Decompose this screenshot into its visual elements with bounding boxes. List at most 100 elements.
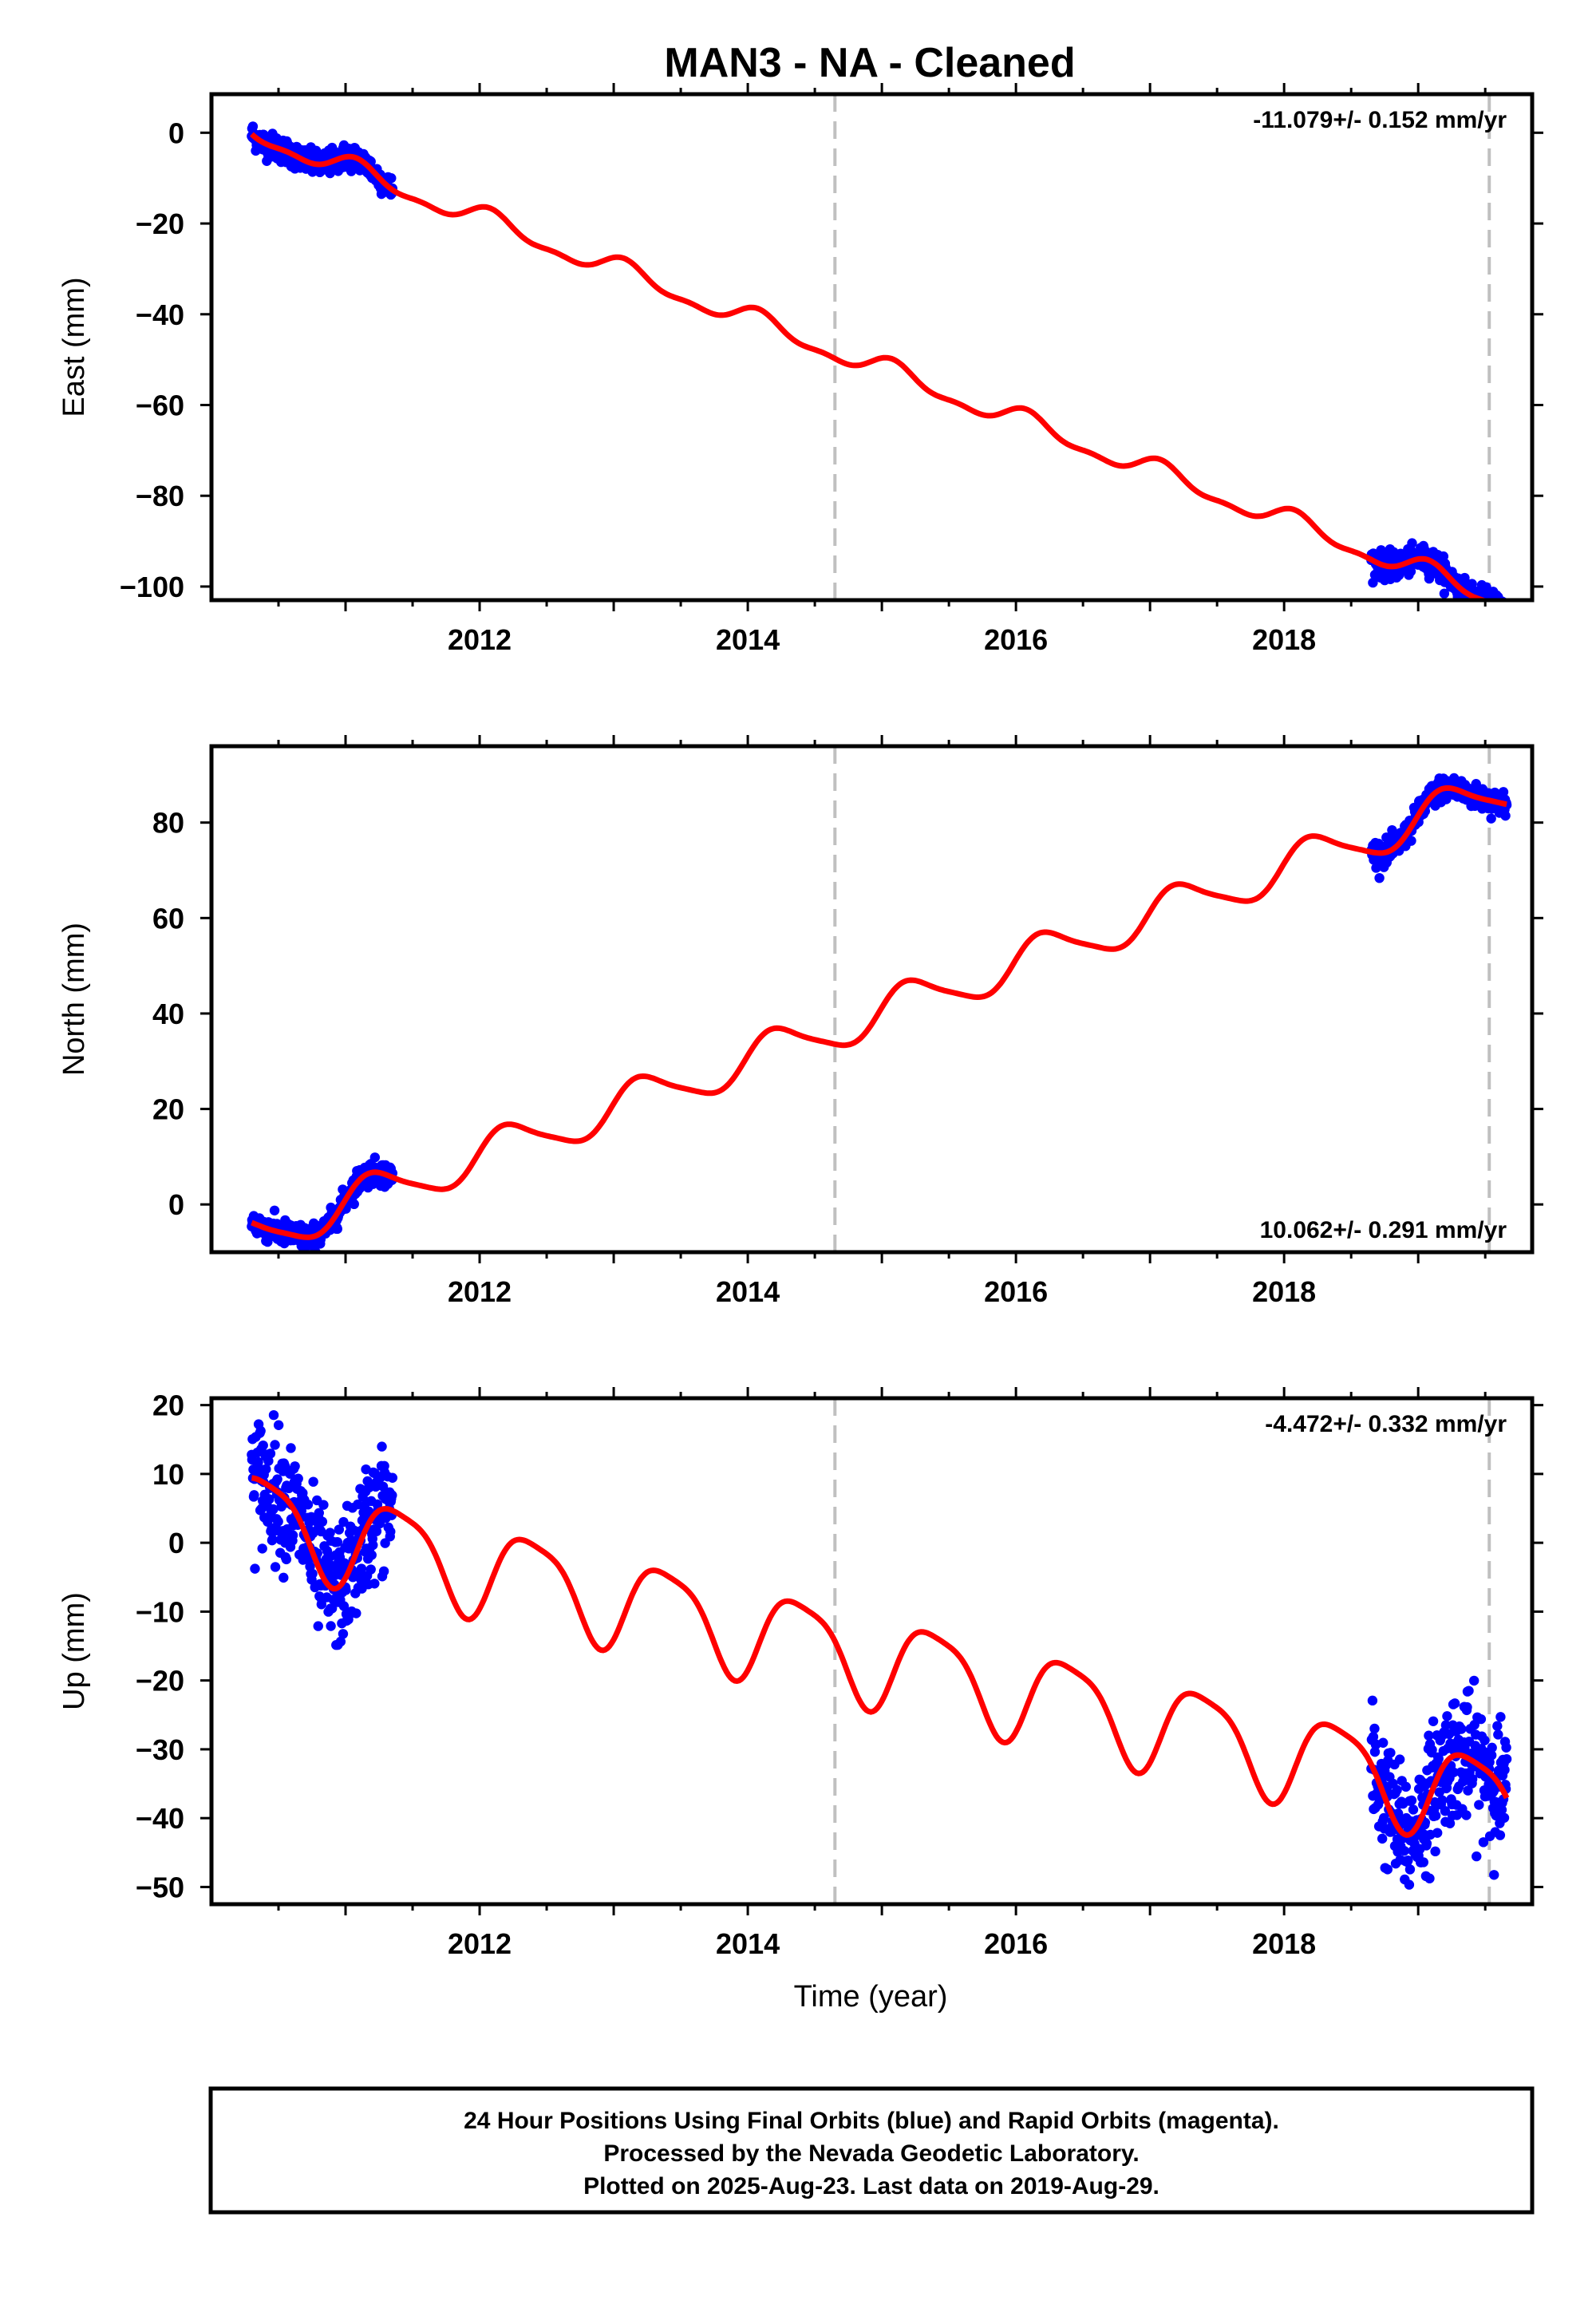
data-point: [349, 1199, 359, 1210]
data-point: [1424, 1730, 1434, 1741]
data-point: [302, 1500, 314, 1510]
data-point: [1486, 1750, 1497, 1761]
footer-line-3: Plotted on 2025-Aug-23. Last data on 201…: [583, 2173, 1159, 2199]
x-tick-label: 2018: [1252, 1927, 1316, 1960]
data-point: [1495, 605, 1505, 615]
y-tick-label: −30: [136, 1733, 184, 1766]
data-point: [377, 1441, 387, 1452]
data-point: [1387, 824, 1397, 836]
data-point: [290, 1461, 300, 1472]
data-point: [1464, 1686, 1474, 1696]
x-tick-label: 2018: [1252, 623, 1316, 656]
data-point: [314, 1508, 324, 1518]
data-point: [1494, 614, 1503, 623]
data-point: [1404, 1879, 1415, 1890]
data-point: [273, 1516, 283, 1527]
data-point: [1368, 577, 1378, 588]
data-point: [1474, 1800, 1484, 1810]
data-point: [1444, 1818, 1456, 1828]
data-point: [1501, 1742, 1511, 1753]
x-tick-label: 2018: [1252, 1275, 1316, 1308]
data-point: [265, 1448, 276, 1459]
y-tick-label: −40: [136, 298, 184, 331]
data-point: [1407, 538, 1417, 548]
data-point: [1487, 1742, 1497, 1753]
data-point: [1428, 1716, 1439, 1726]
data-point: [1403, 1855, 1413, 1866]
data-point: [1408, 1804, 1419, 1815]
data-point: [287, 1530, 298, 1540]
data-point: [366, 1550, 377, 1560]
data-point: [332, 1536, 342, 1547]
y-tick-label: −80: [136, 480, 184, 512]
data-point: [1367, 1695, 1378, 1706]
data-point: [356, 1563, 367, 1574]
y-tick-label: 80: [152, 807, 184, 840]
data-point: [1456, 1724, 1467, 1734]
data-point: [1492, 601, 1502, 611]
data-point: [255, 1425, 266, 1437]
data-point: [279, 1572, 289, 1583]
data-point: [341, 1585, 351, 1595]
plot-frame: [209, 744, 1535, 1255]
y-tick-label: −40: [136, 1802, 184, 1835]
data-point: [317, 1516, 328, 1527]
data-point: [1393, 1808, 1404, 1819]
data-point: [1449, 1698, 1460, 1709]
footer-line-2: Processed by the Nevada Geodetic Laborat…: [603, 2140, 1139, 2167]
data-point: [1499, 605, 1508, 615]
data-point: [1500, 810, 1511, 821]
data-point: [1499, 1812, 1510, 1823]
data-point: [1466, 602, 1476, 611]
data-point: [1495, 1712, 1506, 1722]
data-point: [250, 1563, 260, 1574]
data-point: [1437, 1795, 1448, 1805]
rate-annotation: -4.472+/- 0.332 mm/yr: [1265, 1411, 1507, 1437]
data-point: [1486, 610, 1495, 619]
data-point: [1468, 1675, 1479, 1686]
data-point: [1430, 1810, 1441, 1821]
data-point: [1374, 872, 1385, 883]
figure-title: MAN3 - NA - Cleaned: [664, 40, 1075, 86]
data-point: [1501, 1753, 1512, 1765]
data-point: [270, 1562, 281, 1572]
data-point: [1482, 613, 1491, 622]
data-point: [1499, 610, 1508, 619]
data-point: [387, 1490, 397, 1500]
data-point: [264, 1494, 275, 1504]
y-axis-label: Up (mm): [57, 1592, 91, 1710]
data-point: [387, 1472, 398, 1483]
x-tick-label: 2014: [716, 1275, 780, 1308]
data-point: [270, 1440, 280, 1450]
data-point: [1496, 612, 1506, 622]
data-point: [1440, 1806, 1451, 1816]
data-point: [1501, 602, 1511, 611]
data-point: [1472, 1851, 1482, 1862]
data-point: [1385, 1748, 1396, 1758]
y-axis-label: East (mm): [57, 277, 91, 417]
model-fit-line: [251, 1475, 1510, 1838]
data-point: [267, 1534, 278, 1545]
data-point: [1399, 1845, 1409, 1856]
plot-frame: [209, 92, 1535, 603]
y-tick-label: 0: [168, 1188, 184, 1221]
data-point: [318, 1500, 329, 1510]
data-point: [273, 1420, 284, 1430]
x-tick-label: 2014: [716, 1927, 780, 1960]
data-point: [1494, 614, 1503, 623]
data-point: [1406, 836, 1416, 846]
data-point: [286, 1443, 296, 1453]
data-point: [1461, 1810, 1472, 1820]
x-tick-label: 2016: [984, 1275, 1048, 1308]
north-panel: 2012 2014 2016 2018 0 20 40 60 80 North (mm) 10.06…: [57, 735, 1543, 1308]
data-point: [1440, 1720, 1452, 1730]
data-point: [368, 1539, 378, 1551]
y-tick-label: 40: [152, 998, 184, 1030]
data-point: [1405, 566, 1416, 577]
data-point: [1493, 603, 1503, 613]
data-point: [1462, 1701, 1472, 1713]
x-tick-label: 2016: [984, 623, 1048, 656]
data-point: [1498, 787, 1509, 797]
data-point: [1379, 1812, 1389, 1824]
